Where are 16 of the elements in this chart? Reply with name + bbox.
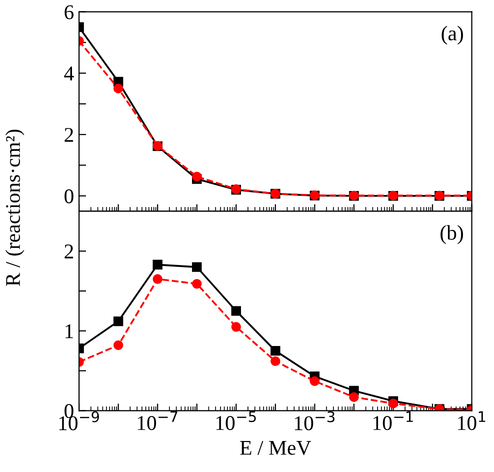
x-tick-label: 10$^{−7}$ bbox=[138, 411, 178, 430]
y-tick-label: 0 bbox=[64, 404, 74, 418]
annotation: (b) bbox=[440, 225, 463, 244]
x-tick-label: 10$^{1}$ bbox=[458, 411, 486, 430]
y-tick-label: 2 bbox=[64, 244, 74, 258]
annotation: (a) bbox=[442, 26, 463, 45]
x-tick-label: 10$^{−1}$ bbox=[373, 411, 413, 430]
y-tick-label: 6 bbox=[64, 5, 74, 20]
x-tick-label: 10$^{−5}$ bbox=[216, 411, 256, 430]
y-tick-label: 2 bbox=[64, 128, 74, 142]
y-tick-label: 4 bbox=[64, 66, 74, 80]
y-tick-label: 0 bbox=[64, 189, 74, 204]
y-tick-label: 1 bbox=[66, 324, 73, 338]
x-tick-label: 10$^{−3}$ bbox=[294, 411, 334, 430]
x-axis-title: E / MeV bbox=[240, 440, 312, 455]
y-axis-title: R / (reactions·cm²) bbox=[5, 130, 24, 286]
